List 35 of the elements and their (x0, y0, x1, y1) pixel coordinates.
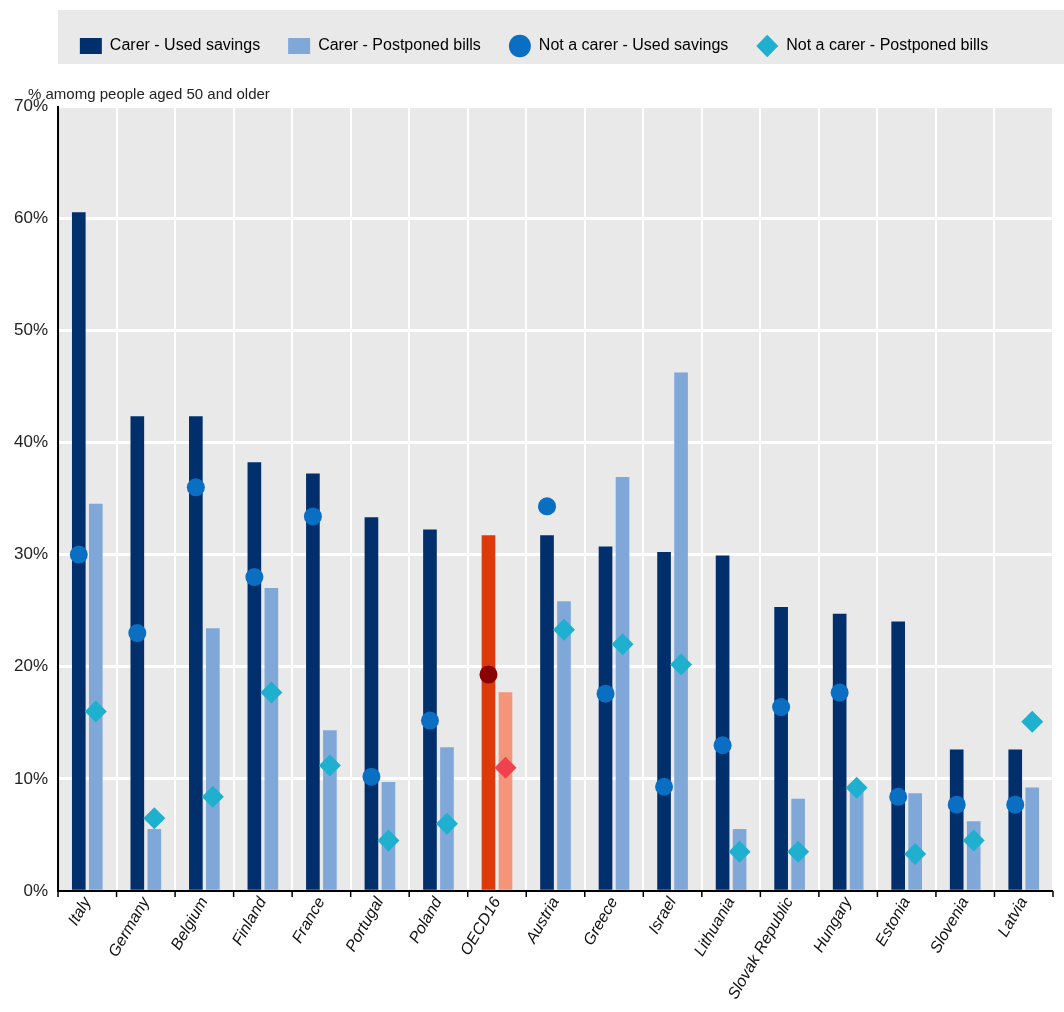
y-tick-label: 10% (13, 768, 49, 788)
bar (71, 212, 86, 890)
bar (264, 587, 279, 890)
bar (423, 529, 437, 890)
y-tick-label: 30% (13, 544, 49, 564)
bar (891, 621, 906, 890)
bar (247, 462, 262, 890)
y-tick-label: 20% (13, 656, 49, 676)
bar (306, 473, 320, 890)
y-tick-label: 0% (23, 880, 49, 900)
bar (481, 535, 496, 890)
bar (615, 476, 630, 890)
legend-label: Not a carer - Used savings (538, 36, 729, 54)
bar (598, 546, 613, 890)
bar (206, 628, 220, 890)
bar (364, 517, 379, 890)
bar (557, 601, 571, 890)
bar (88, 503, 103, 890)
bar (189, 416, 203, 890)
bar (540, 535, 554, 890)
bar (147, 829, 162, 890)
bar (832, 613, 847, 890)
bar (130, 416, 145, 890)
y-tick-label: 60% (13, 207, 49, 227)
legend-label: Carer - Used savings (109, 36, 261, 54)
y-tick-label: 40% (13, 432, 49, 452)
bar (674, 372, 688, 890)
bar (1025, 787, 1040, 890)
bar (774, 606, 788, 890)
legend-label: Not a carer - Postponed bills (786, 36, 989, 54)
bar (657, 552, 671, 890)
legend-label: Carer - Postponed bills (318, 36, 481, 54)
bar (323, 730, 337, 890)
y-tick-label: 50% (13, 319, 49, 339)
bar (715, 555, 730, 890)
